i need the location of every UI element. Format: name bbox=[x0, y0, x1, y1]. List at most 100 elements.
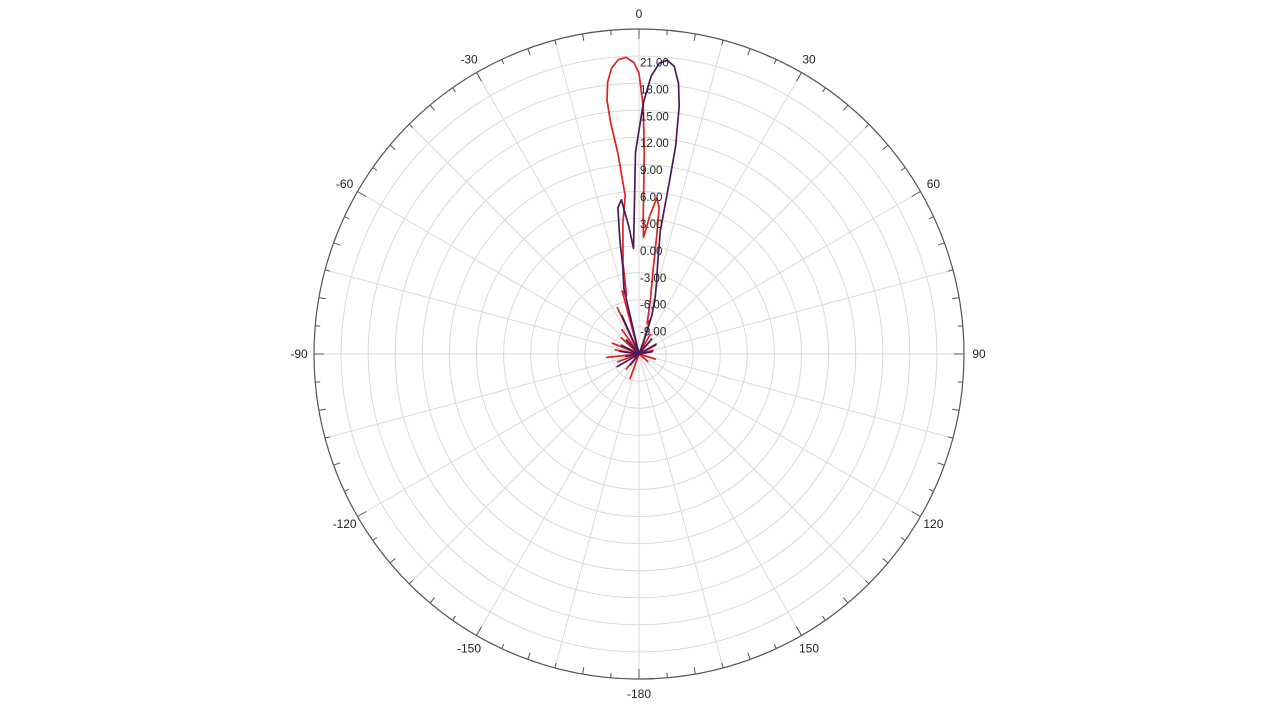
grid-spoke bbox=[476, 353, 640, 636]
minor-tick bbox=[773, 59, 777, 65]
radial-tick-labels: 21.00 18.00 15.00 12.00 9.00 6.00 3.00 0.00 -3.0… bbox=[640, 58, 669, 339]
radial-tick-label: 6.00 bbox=[640, 192, 662, 204]
major-tick bbox=[357, 191, 367, 197]
minor-tick bbox=[501, 59, 505, 65]
minor-tick bbox=[721, 39, 724, 46]
radial-tick-label: 9.00 bbox=[640, 165, 662, 177]
angle-tick-label: -90 bbox=[290, 347, 308, 361]
minor-tick bbox=[882, 144, 889, 150]
minor-tick bbox=[937, 242, 945, 246]
minor-tick bbox=[527, 48, 531, 56]
minor-tick bbox=[372, 537, 378, 541]
angle-tick-label: 90 bbox=[972, 347, 986, 361]
minor-tick bbox=[372, 167, 378, 171]
minor-tick bbox=[527, 652, 531, 660]
minor-tick bbox=[843, 597, 849, 604]
grid-spoke bbox=[638, 353, 921, 517]
minor-tick bbox=[554, 662, 557, 669]
radial-tick-label: -9.00 bbox=[640, 327, 666, 339]
minor-tick bbox=[747, 48, 751, 56]
grid-spoke bbox=[554, 353, 640, 669]
grid-spoke bbox=[638, 123, 870, 355]
radial-tick-label: 15.00 bbox=[640, 111, 669, 123]
grid-spoke bbox=[638, 353, 954, 439]
grid-spoke bbox=[324, 353, 640, 439]
minor-tick bbox=[864, 579, 870, 585]
angle-tick-label: -180 bbox=[627, 687, 651, 701]
grid-spoke bbox=[357, 191, 640, 355]
angle-tick-label: -30 bbox=[460, 53, 478, 67]
angle-tick-labels: 0 30 60 90 120 150 -180 -150 -120 -90 -60 -30 bbox=[290, 7, 986, 701]
minor-tick bbox=[582, 33, 585, 41]
grid-spoke bbox=[408, 123, 640, 355]
angle-tick-label: -60 bbox=[336, 177, 354, 191]
minor-tick bbox=[843, 104, 849, 111]
minor-tick bbox=[928, 488, 934, 492]
angle-tick-label: 60 bbox=[927, 177, 941, 191]
grid-spoke bbox=[638, 191, 921, 355]
minor-tick bbox=[554, 39, 557, 46]
polar-grid bbox=[313, 28, 965, 680]
major-tick bbox=[357, 511, 367, 517]
minor-tick bbox=[937, 462, 945, 466]
grid-spoke bbox=[324, 269, 640, 355]
grid-spoke bbox=[638, 353, 724, 669]
minor-tick bbox=[318, 297, 326, 300]
minor-tick bbox=[389, 144, 396, 150]
minor-tick bbox=[318, 408, 326, 411]
minor-tick bbox=[333, 462, 341, 466]
minor-tick bbox=[501, 643, 505, 649]
major-tick bbox=[911, 191, 921, 197]
angle-tick-label: 150 bbox=[799, 641, 819, 655]
minor-tick bbox=[747, 652, 751, 660]
minor-tick bbox=[582, 667, 585, 675]
grid-spoke bbox=[408, 353, 640, 585]
radial-tick-label: 18.00 bbox=[640, 84, 669, 96]
minor-tick bbox=[928, 216, 934, 220]
major-tick bbox=[476, 626, 482, 636]
angle-tick-label: -120 bbox=[333, 517, 357, 531]
series-trace-2 bbox=[616, 59, 681, 368]
angle-tick-label: -150 bbox=[457, 641, 481, 655]
radial-tick-label: 21.00 bbox=[640, 58, 669, 70]
major-tick bbox=[796, 626, 802, 636]
radial-tick-label: -3.00 bbox=[640, 273, 666, 285]
grid-spoke bbox=[638, 39, 724, 355]
angle-tick-label: 120 bbox=[923, 517, 943, 531]
minor-tick bbox=[324, 436, 331, 439]
major-tick bbox=[911, 511, 921, 517]
outer-ring bbox=[313, 28, 965, 680]
minor-tick bbox=[947, 436, 954, 439]
radial-tick-label: 12.00 bbox=[640, 138, 669, 150]
minor-tick bbox=[822, 87, 826, 93]
minor-tick bbox=[773, 643, 777, 649]
grid-spoke bbox=[638, 353, 870, 585]
minor-tick bbox=[452, 615, 456, 621]
minor-tick bbox=[947, 269, 954, 272]
minor-tick bbox=[429, 104, 435, 111]
angle-ticks bbox=[314, 29, 964, 679]
grid-spoke bbox=[638, 353, 802, 636]
angle-tick-label: 30 bbox=[802, 53, 816, 67]
grid-spoke bbox=[638, 269, 954, 355]
minor-tick bbox=[721, 662, 724, 669]
series-layer bbox=[606, 56, 681, 380]
minor-tick bbox=[693, 667, 696, 675]
radial-tick-label: 0.00 bbox=[640, 246, 662, 258]
grid-spoke bbox=[638, 72, 802, 355]
grid-spoke bbox=[476, 72, 640, 355]
minor-tick bbox=[900, 167, 906, 171]
minor-tick bbox=[333, 242, 341, 246]
minor-tick bbox=[429, 597, 435, 604]
minor-tick bbox=[344, 216, 350, 220]
minor-tick bbox=[882, 558, 889, 564]
minor-tick bbox=[952, 408, 960, 411]
minor-tick bbox=[822, 615, 826, 621]
minor-tick bbox=[324, 269, 331, 272]
minor-tick bbox=[408, 123, 414, 129]
minor-tick bbox=[952, 297, 960, 300]
major-tick bbox=[796, 72, 802, 82]
minor-tick bbox=[864, 123, 870, 129]
minor-tick bbox=[408, 579, 414, 585]
